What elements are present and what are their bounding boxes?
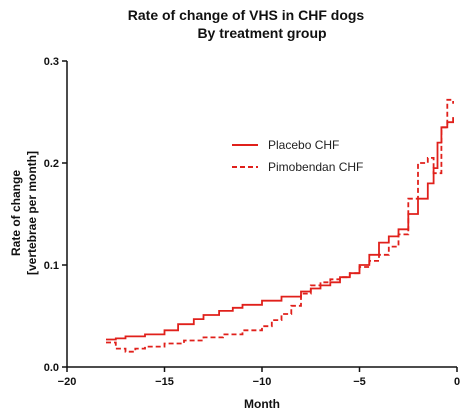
series-line-placebo	[106, 117, 454, 341]
legend-label-pimobendan: Pimobendan CHF	[268, 160, 363, 174]
chart-title: Rate of change of VHS in CHF dogs	[128, 7, 365, 23]
y-axis-label-line2: [vertebrae per month]	[25, 151, 39, 275]
x-tick-label: −20	[58, 376, 77, 388]
y-axis-label-line1: Rate of change	[9, 170, 23, 256]
x-tick-label: −15	[155, 376, 174, 388]
chart-subtitle: By treatment group	[197, 25, 326, 41]
legend-label-placebo: Placebo CHF	[268, 138, 339, 152]
y-tick-label: 0.0	[44, 362, 59, 374]
series-line-pimobendan	[106, 98, 454, 353]
series-layer	[106, 98, 454, 353]
legend: Placebo CHF Pimobendan CHF	[232, 138, 363, 174]
x-axis-label: Month	[244, 397, 280, 411]
y-tick-label: 0.1	[44, 260, 59, 272]
x-tick-label: 0	[454, 376, 460, 388]
x-tick-label: −5	[353, 376, 366, 388]
axes: −20 −15 −10 −5 0 0.0 0.1 0.2 0.3	[44, 56, 460, 388]
y-tick-label: 0.3	[44, 56, 59, 68]
x-tick-label: −10	[253, 376, 272, 388]
y-tick-label: 0.2	[44, 158, 59, 170]
